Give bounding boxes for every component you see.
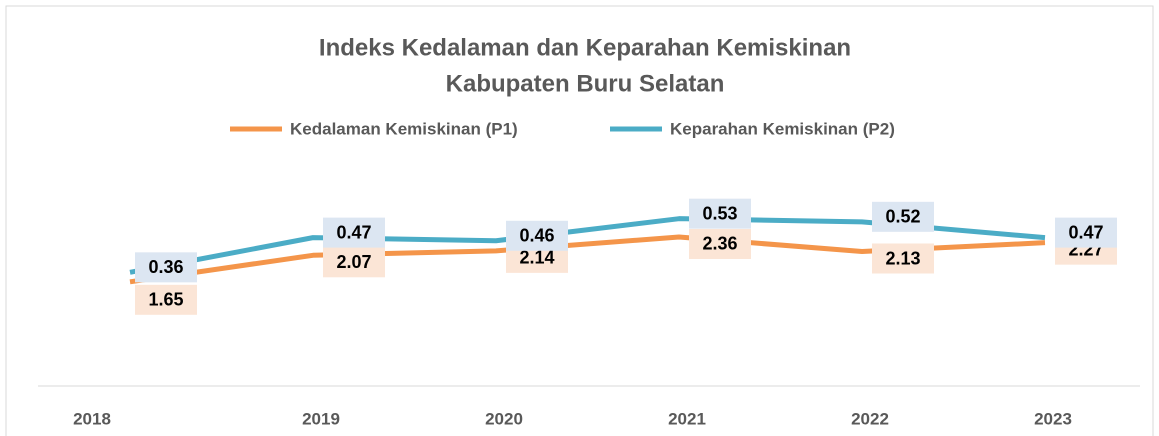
x-tick-label: 2022 [851, 409, 889, 428]
data-label: 2.36 [702, 234, 737, 254]
data-label: 0.47 [1068, 222, 1103, 242]
data-label-bg [323, 217, 385, 248]
data-label-bg [872, 201, 934, 232]
chart-title: Indeks Kedalaman dan Keparahan Kemiskina… [319, 34, 851, 61]
data-label-bg [689, 228, 751, 259]
legend-label: Keparahan Kemiskinan (P2) [670, 119, 895, 138]
data-label: 0.46 [519, 226, 554, 246]
data-label: 0.47 [336, 222, 371, 242]
x-tick-label: 2021 [668, 409, 706, 428]
data-label-bg [689, 198, 751, 229]
legend-label: Kedalaman Kemiskinan (P1) [290, 119, 518, 138]
chart-title: Kabupaten Buru Selatan [446, 70, 725, 97]
x-tick-label: 2023 [1034, 409, 1072, 428]
data-label-bg [1055, 217, 1117, 248]
data-label: 2.13 [885, 248, 920, 268]
data-label: 2.14 [519, 248, 554, 268]
data-label: 0.52 [885, 207, 920, 227]
x-tick-label: 2020 [485, 409, 523, 428]
data-label: 0.53 [702, 203, 737, 223]
data-label-bg [506, 220, 568, 251]
data-label-bg [323, 247, 385, 278]
data-label-bg [135, 284, 197, 315]
data-label-bg [135, 252, 197, 283]
chart-border [5, 5, 1154, 436]
data-label: 1.65 [148, 290, 183, 310]
x-tick-label: 2018 [73, 409, 111, 428]
data-label-bg [872, 243, 934, 274]
data-label: 0.36 [148, 257, 183, 277]
x-tick-label: 2019 [302, 409, 340, 428]
data-label: 2.07 [336, 252, 371, 272]
